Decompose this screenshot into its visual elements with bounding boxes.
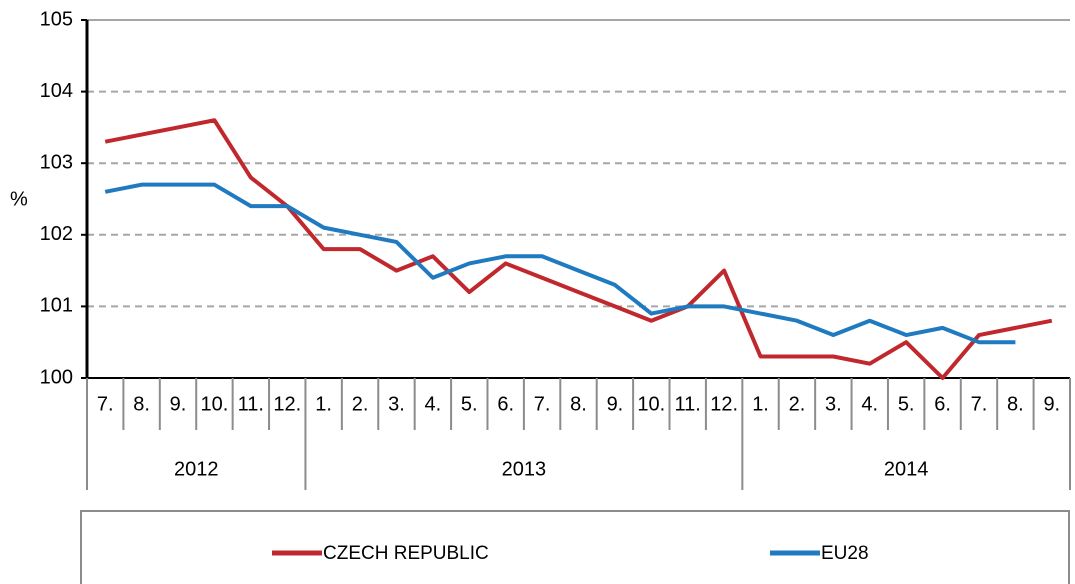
x-tick-label: 8. [570,393,587,415]
line-series [104,118,1053,380]
x-tick-label: 11. [238,393,264,415]
x-tick-label: 5. [461,393,478,415]
x-tick-label: 2. [352,393,369,415]
y-tick-label: 104 [40,80,73,102]
x-tick-label: 6. [934,393,951,415]
group-label: 2013 [502,458,547,480]
x-tick-label: 3. [825,393,842,415]
x-tick-label: 9. [1043,393,1060,415]
x-tick-label: 8. [133,393,150,415]
x-tick-label: 6. [497,393,514,415]
y-tick-label: 102 [40,223,73,245]
x-tick-label: 7. [971,393,988,415]
x-tick-label: 7. [97,393,114,415]
x-tick-label: 9. [607,393,624,415]
x-tick-label: 2. [789,393,806,415]
x-tick-label: 5. [898,393,915,415]
x-tick-label: 12. [710,393,738,415]
y-tick-label: 100 [40,366,73,388]
x-tick-label: 12. [273,393,301,415]
x-tick-label: 4. [425,393,442,415]
y-axis-label: % [10,188,28,210]
line-series [104,182,1016,345]
y-tick-label: 105 [40,8,73,30]
x-tick-label: 10. [201,393,229,415]
y-tick-label: 101 [40,295,73,317]
y-tick-label: 103 [40,151,73,173]
x-tick-label: 11. [675,393,701,415]
legend-label: EU28 [821,543,869,564]
x-tick-label: 3. [388,393,405,415]
legend-label: CZECH REPUBLIC [323,543,489,564]
x-tick-label: 9. [170,393,187,415]
group-label: 2012 [174,458,219,480]
group-label: 2014 [884,458,929,480]
x-tick-label: 10. [637,393,665,415]
x-tick-label: 1. [315,393,332,415]
legend-box [80,510,1070,584]
x-tick-label: 8. [1007,393,1024,415]
x-tick-label: 1. [752,393,769,415]
x-tick-label: 4. [861,393,878,415]
legend: CZECH REPUBLIC EU28 [80,510,1070,584]
x-tick-label: 7. [534,393,551,415]
